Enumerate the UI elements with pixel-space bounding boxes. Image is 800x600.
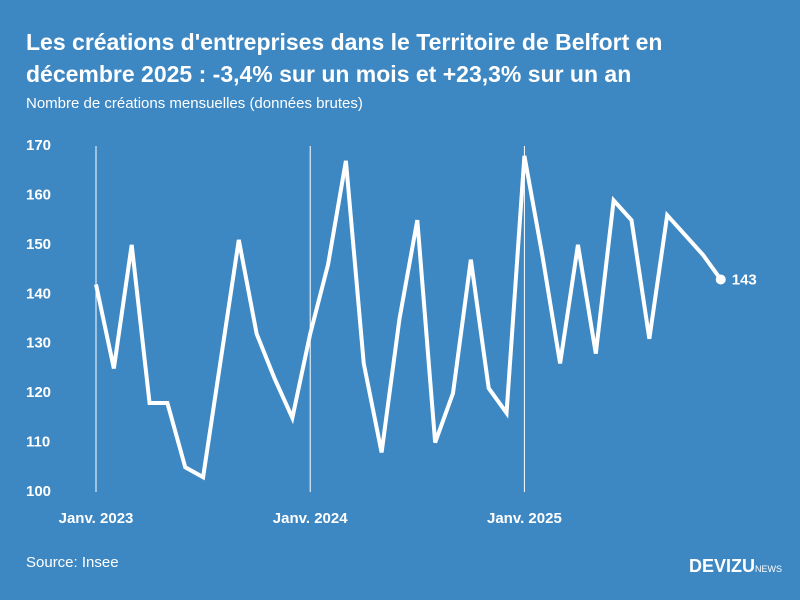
y-tick-label: 100	[26, 483, 51, 500]
brand-name: DEVIZU	[688, 556, 755, 576]
source: Source: Insee	[26, 554, 119, 571]
data-line	[94, 155, 723, 481]
y-tick-label: 110	[26, 434, 50, 451]
x-tick-label: Janv. 2025	[487, 510, 562, 527]
y-tick-label: 120	[26, 384, 51, 401]
chart-subtitle: Nombre de créations mensuelles (données …	[26, 95, 363, 112]
brand: DEVIZUNEWS	[689, 556, 782, 577]
y-tick-label: 170	[26, 137, 51, 154]
y-tick-label: 130	[26, 335, 51, 352]
x-tick-label: Janv. 2024	[273, 510, 348, 527]
y-tick-label: 140	[26, 285, 51, 302]
x-tick-label: Janv. 2023	[59, 510, 134, 527]
brand-suffix: NEWS	[755, 564, 782, 574]
last-point	[715, 274, 726, 285]
y-tick-label: 160	[26, 186, 51, 203]
value-label: 143	[732, 271, 757, 288]
chart-title: Les créations d'entreprises dans le Terr…	[26, 29, 663, 87]
y-tick-label: 150	[26, 236, 51, 253]
